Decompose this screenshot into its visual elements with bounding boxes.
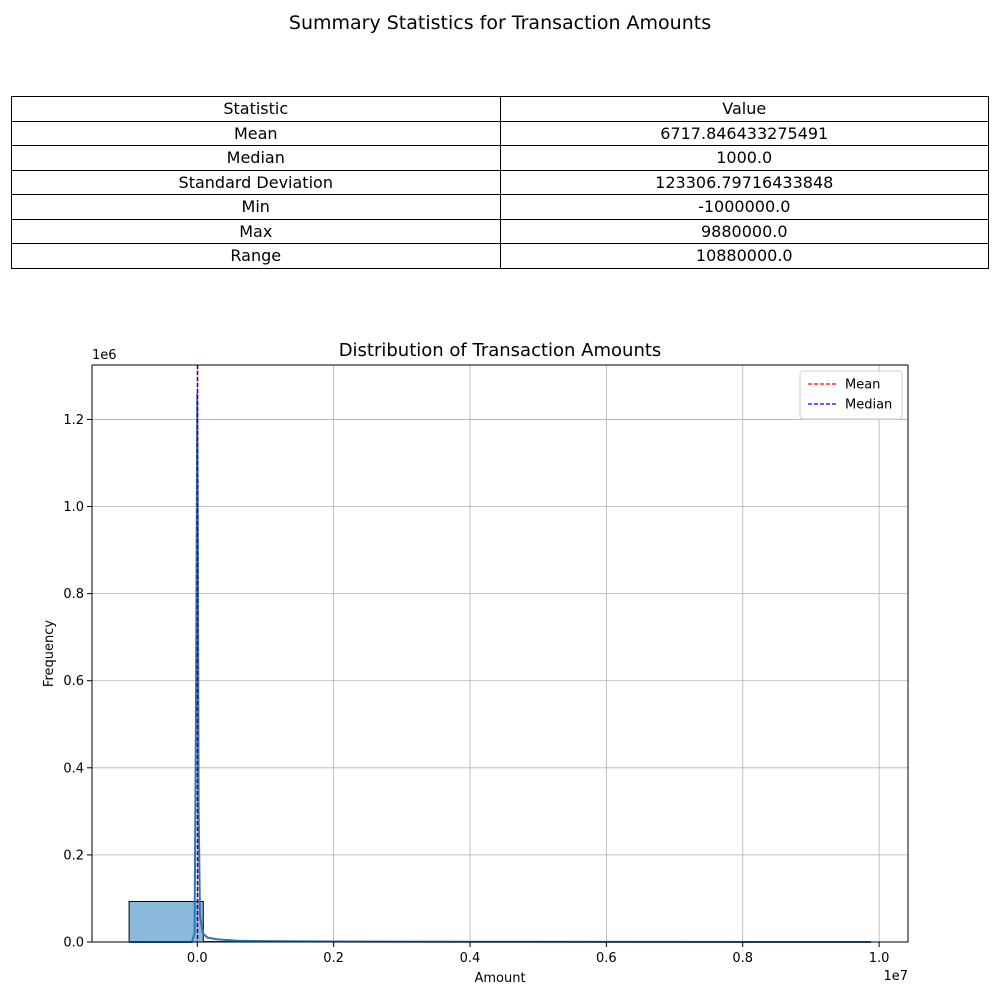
table-cell-value: 1000.0: [499, 145, 989, 171]
y-tick-label: 0.2: [63, 848, 84, 863]
table-cell-statistic: Range: [11, 243, 501, 269]
x-tick-label: 0.2: [323, 951, 344, 966]
table-cell-value: 6717.846433275491: [499, 120, 989, 146]
table-row: Standard Deviation 123306.79716433848: [11, 169, 989, 195]
y-tick-label: 0.6: [63, 674, 84, 689]
x-axis-offset-label: 1e7: [883, 969, 908, 984]
figure-title: Summary Statistics for Transaction Amoun…: [288, 12, 712, 34]
x-axis-label: Amount: [474, 971, 525, 986]
y-tick-label: 0.4: [63, 761, 84, 776]
kde-curve: [129, 393, 871, 943]
legend-box: [799, 370, 903, 420]
table-cell-statistic: Statistic: [11, 96, 501, 122]
plot-frame: [91, 364, 909, 943]
table-row: Range 10880000.0: [11, 243, 989, 269]
x-tick-label: 0.4: [460, 951, 481, 966]
table-cell-statistic: Standard Deviation: [11, 169, 501, 195]
y-tick-label: 0.8: [63, 587, 84, 602]
x-tick-label: 1.0: [869, 951, 890, 966]
table-cell-value: 123306.79716433848: [499, 169, 989, 195]
y-tick-label: 1.2: [63, 413, 84, 428]
table-cell-value: 10880000.0: [499, 243, 989, 269]
y-tick-label: 1.0: [63, 500, 84, 515]
histogram-bar: [128, 901, 204, 943]
y-axis-label: Frequency: [42, 620, 57, 687]
table-header-row: Statistic Value: [11, 96, 989, 122]
table-cell-value: -1000000.0: [499, 194, 989, 220]
y-tick-label: 0.0: [63, 936, 84, 951]
table-row: Median 1000.0: [11, 145, 989, 171]
table-cell-statistic: Min: [11, 194, 501, 220]
y-axis-offset-label: 1e6: [92, 348, 117, 363]
legend-label-mean: Mean: [845, 378, 880, 393]
x-tick-label: 0.6: [596, 951, 617, 966]
table-cell-statistic: Mean: [11, 120, 501, 146]
y-axis-ticks: 0.0 0.2 0.4 0.6 0.8 1.0 1.2: [63, 413, 92, 951]
x-axis-ticks: 0.0 0.2 0.4 0.6 0.8 1.0: [187, 942, 890, 966]
summary-statistics-table: Statistic Value Mean 6717.846433275491 Media…: [11, 96, 989, 269]
legend: Mean Median: [799, 370, 903, 420]
histogram-chart: Distribution of Transaction Amounts 0.0 0…: [42, 340, 909, 986]
table-cell-statistic: Median: [11, 145, 501, 171]
table-row: Mean 6717.846433275491: [11, 120, 989, 146]
table-cell-statistic: Max: [11, 218, 501, 244]
table-cell-value: Value: [499, 96, 989, 122]
x-tick-label: 0.8: [732, 951, 753, 966]
histogram-bars: [128, 901, 872, 943]
chart-title: Distribution of Transaction Amounts: [339, 340, 662, 361]
kde-line: [129, 393, 871, 943]
table-row: Min -1000000.0: [11, 194, 989, 220]
x-tick-label: 0.0: [187, 951, 208, 966]
table-row: Max 9880000.0: [11, 218, 989, 244]
table-cell-value: 9880000.0: [499, 218, 989, 244]
legend-label-median: Median: [845, 398, 892, 413]
grid-lines: [92, 365, 908, 943]
